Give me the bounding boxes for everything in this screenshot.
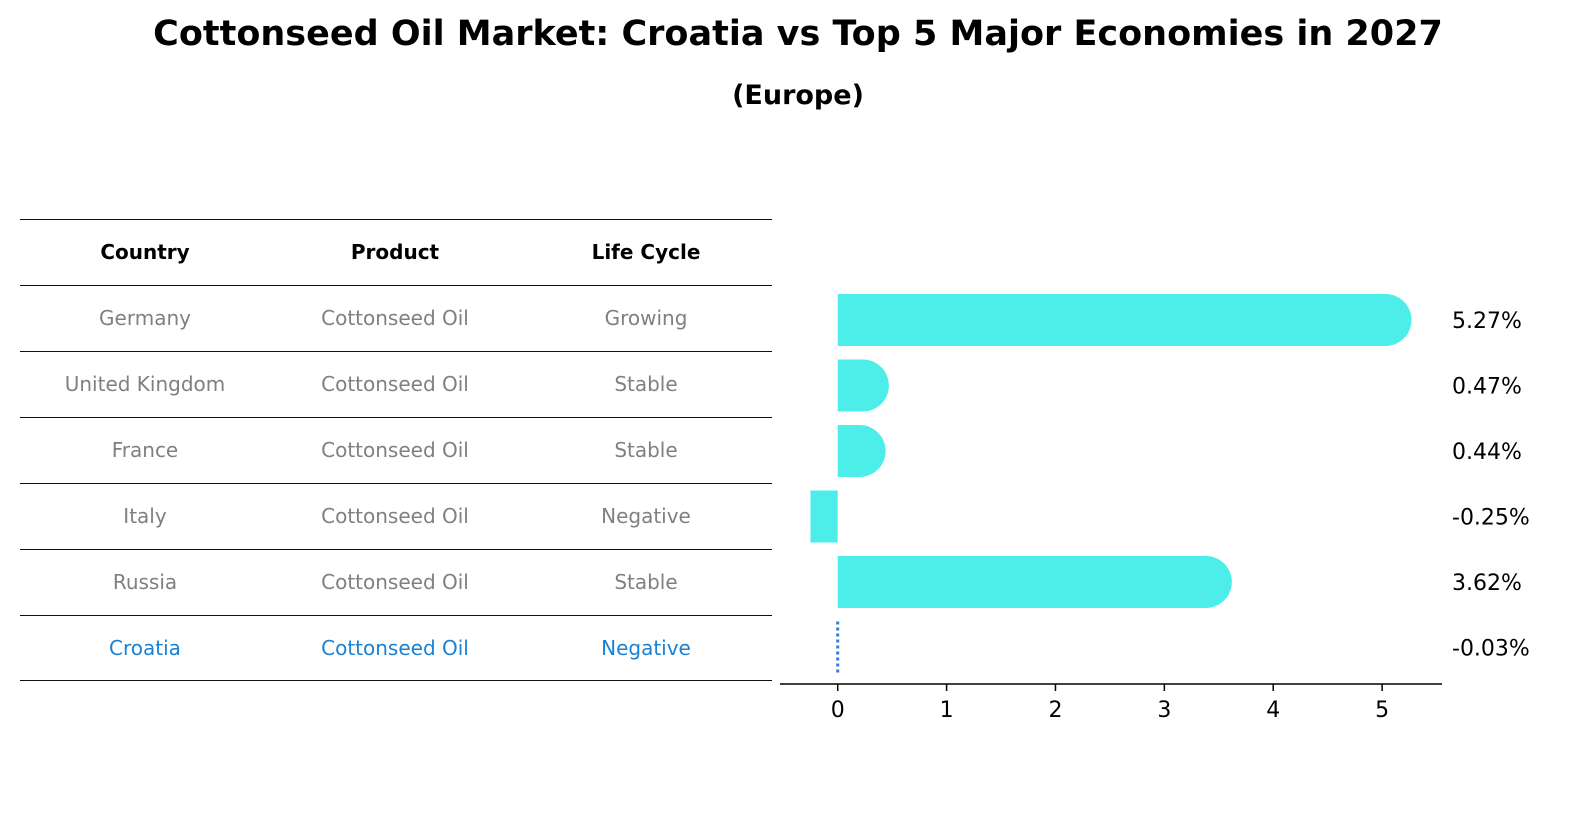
table-header-row: Country Product Life Cycle xyxy=(20,219,772,285)
cell-life-cycle: Negative xyxy=(601,504,691,528)
x-tick-label: 2 xyxy=(1048,698,1062,723)
cell-life-cycle: Negative xyxy=(601,636,691,660)
header-country: Country xyxy=(100,240,190,264)
cell-product: Cottonseed Oil xyxy=(321,438,469,462)
bar-france xyxy=(837,425,886,477)
cell-country: France xyxy=(111,438,179,462)
cell-life-cycle: Stable xyxy=(614,372,678,396)
header-life-cycle: Life Cycle xyxy=(591,240,701,264)
x-tick-label: 4 xyxy=(1266,698,1280,723)
cell-country: United Kingdom xyxy=(64,372,226,396)
cell-life-cycle: Stable xyxy=(614,438,678,462)
bar-chart: 5.27% 0.47% 0.44% -0.25% 3.62% -0.03% 0 1 2 3 4 5 xyxy=(780,294,1530,723)
table-row: Germany Cottonseed Oil Growing xyxy=(20,285,772,351)
cell-country: Italy xyxy=(123,504,167,528)
x-tick-label: 5 xyxy=(1375,698,1389,723)
table-row: France Cottonseed Oil Stable xyxy=(20,417,772,483)
cell-life-cycle: Stable xyxy=(614,570,678,594)
cell-country: Germany xyxy=(99,306,191,330)
value-label: -0.25% xyxy=(1452,506,1530,531)
cell-country: Russia xyxy=(112,570,178,594)
bar-germany xyxy=(837,294,1412,346)
data-table: Country Product Life Cycle Germany Cotto… xyxy=(20,219,772,681)
value-label: 3.62% xyxy=(1452,571,1522,596)
header-product: Product xyxy=(350,240,440,264)
x-tick-label: 3 xyxy=(1157,698,1171,723)
cell-product: Cottonseed Oil xyxy=(321,306,469,330)
table-row: Italy Cottonseed Oil Negative xyxy=(20,483,772,549)
bar-italy xyxy=(810,490,838,543)
value-label: -0.03% xyxy=(1452,637,1530,662)
cell-product: Cottonseed Oil xyxy=(321,504,469,528)
x-tick-label: 1 xyxy=(940,698,954,723)
bar-united-kingdom xyxy=(837,359,889,412)
value-label: 5.27% xyxy=(1452,309,1522,334)
chart-subtitle: (Europe) xyxy=(732,80,864,111)
table-row: Russia Cottonseed Oil Stable xyxy=(20,549,772,615)
table-row: United Kingdom Cottonseed Oil Stable xyxy=(20,351,772,417)
x-tick-label: 0 xyxy=(831,698,845,723)
cell-country: Croatia xyxy=(109,636,181,660)
cell-life-cycle: Growing xyxy=(604,306,688,330)
cell-product: Cottonseed Oil xyxy=(321,372,469,396)
table-row-highlighted: Croatia Cottonseed Oil Negative xyxy=(20,615,772,681)
value-label: 0.47% xyxy=(1452,375,1522,400)
bar-russia xyxy=(837,556,1232,608)
chart-title: Cottonseed Oil Market: Croatia vs Top 5 … xyxy=(153,14,1443,54)
cell-product: Cottonseed Oil xyxy=(321,636,469,660)
cell-product: Cottonseed Oil xyxy=(321,570,469,594)
value-label: 0.44% xyxy=(1452,440,1522,465)
